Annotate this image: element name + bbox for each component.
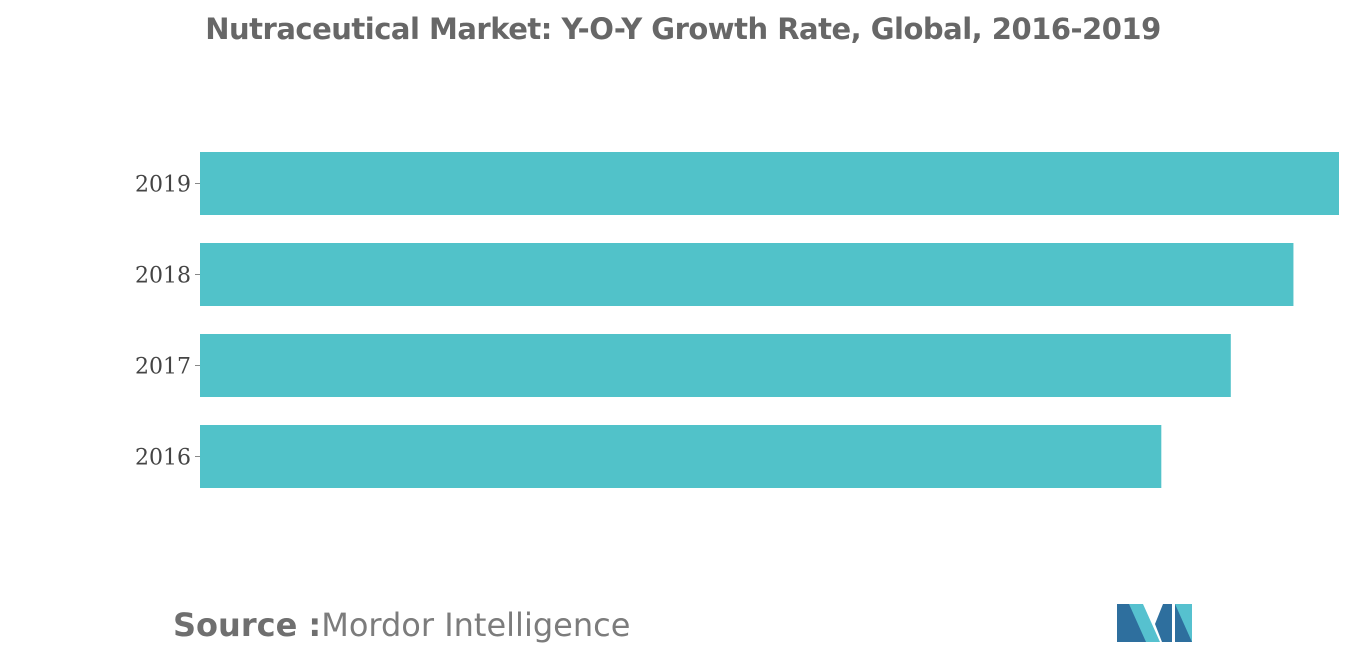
source-note: Source :Mordor Intelligence (173, 606, 630, 644)
logo-shape-mid (1129, 604, 1160, 642)
bar-2017 (200, 334, 1231, 397)
tick-label-2016: 2016 (135, 446, 191, 471)
tick-label-2018: 2018 (135, 264, 191, 289)
logo-shape-accent (1175, 604, 1192, 642)
source-name: Mordor Intelligence (321, 606, 631, 644)
chart-title: Nutraceutical Market: Y-O-Y Growth Rate,… (205, 12, 1161, 46)
tick-label-2017: 2017 (135, 355, 191, 380)
bar-2019 (200, 152, 1339, 215)
bar-2018 (200, 243, 1294, 306)
bar-2016 (200, 425, 1162, 488)
source-label: Source : (173, 606, 322, 644)
logo-shape-left (1117, 604, 1148, 642)
mordor-intelligence-logo (1117, 604, 1192, 642)
logo-shape-right (1155, 604, 1172, 642)
tick-label-2019: 2019 (135, 173, 191, 198)
